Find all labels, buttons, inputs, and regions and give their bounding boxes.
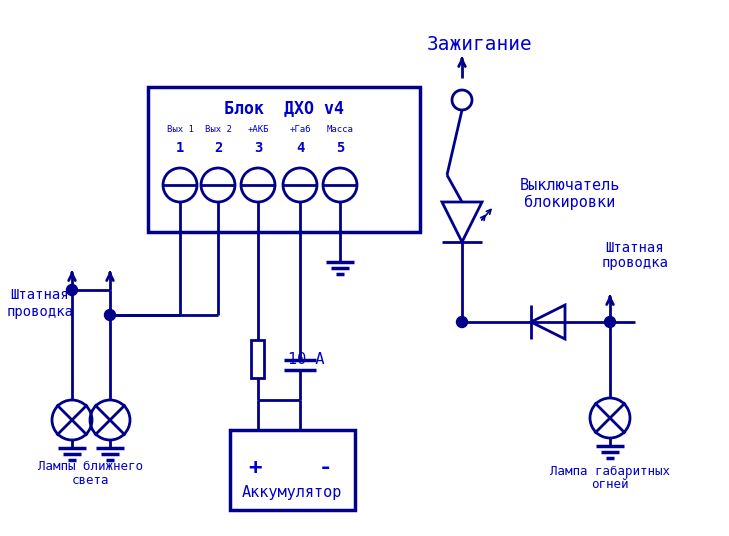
Text: проводка: проводка xyxy=(601,256,668,270)
Text: Вых 2: Вых 2 xyxy=(205,125,231,135)
Text: Блок  ДХО v4: Блок ДХО v4 xyxy=(224,99,344,117)
Text: Вых 1: Вых 1 xyxy=(166,125,193,135)
Text: +Габ: +Габ xyxy=(289,125,311,135)
Text: 3: 3 xyxy=(254,141,262,155)
Text: Лампа габаритных: Лампа габаритных xyxy=(550,465,670,479)
Circle shape xyxy=(66,285,77,295)
Text: Аккумулятор: Аккумулятор xyxy=(242,486,342,501)
Text: 1: 1 xyxy=(176,141,184,155)
Circle shape xyxy=(456,316,467,327)
Text: -: - xyxy=(319,458,332,478)
Text: 2: 2 xyxy=(214,141,222,155)
Text: 5: 5 xyxy=(336,141,344,155)
Text: +: + xyxy=(249,458,262,478)
Text: 10 А: 10 А xyxy=(288,352,324,367)
Circle shape xyxy=(104,309,115,321)
Text: Масса: Масса xyxy=(327,125,354,135)
Text: Лампы ближнего: Лампы ближнего xyxy=(39,460,144,473)
Bar xyxy=(148,87,420,232)
Text: огней: огней xyxy=(591,479,628,492)
Text: Штатная: Штатная xyxy=(11,288,69,302)
Bar xyxy=(252,340,265,378)
Text: блокировки: блокировки xyxy=(524,195,615,210)
Text: 4: 4 xyxy=(296,141,304,155)
Text: проводка: проводка xyxy=(7,305,74,319)
Text: +АКБ: +АКБ xyxy=(247,125,269,135)
Text: света: света xyxy=(72,473,110,487)
Bar xyxy=(230,430,355,510)
Text: Зажигание: Зажигание xyxy=(427,35,533,55)
Text: Штатная: Штатная xyxy=(606,241,664,255)
Circle shape xyxy=(604,316,615,327)
Text: Выключатель: Выключатель xyxy=(520,177,620,192)
